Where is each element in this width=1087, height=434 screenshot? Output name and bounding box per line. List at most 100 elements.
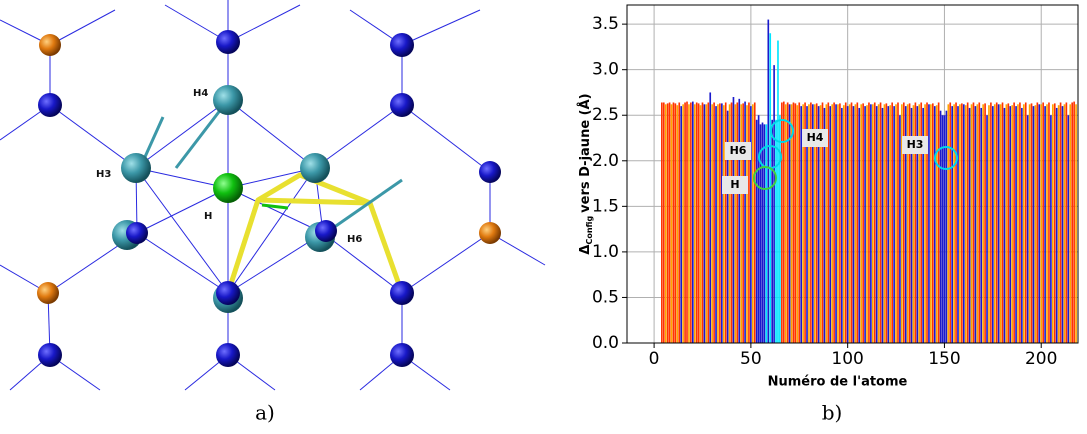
bar — [763, 124, 766, 343]
bar — [1005, 104, 1008, 343]
bar — [753, 102, 756, 343]
annotation-box — [802, 129, 828, 147]
bar — [697, 103, 700, 344]
bar — [779, 115, 781, 343]
atom-label: H3 — [96, 169, 111, 180]
bar — [784, 104, 787, 343]
bar — [726, 110, 729, 343]
bar — [1065, 102, 1068, 343]
y-tick-label: 2.0 — [592, 151, 619, 171]
bar — [817, 106, 820, 344]
bar — [1050, 115, 1052, 343]
annotation-circle — [934, 146, 958, 170]
bar — [813, 104, 816, 343]
bar — [1073, 101, 1075, 343]
bar — [1015, 106, 1017, 344]
bar — [955, 102, 957, 343]
bar — [982, 104, 984, 343]
bar — [959, 104, 961, 343]
bar — [804, 102, 806, 343]
bar — [767, 19, 770, 344]
bar — [661, 102, 663, 343]
bar — [734, 104, 737, 343]
bar — [995, 102, 998, 343]
bar — [1042, 102, 1044, 343]
bar — [825, 104, 828, 343]
panel-caption: b) — [822, 401, 843, 425]
bar — [908, 103, 911, 344]
bar — [993, 104, 996, 343]
annotation: H3 — [907, 138, 924, 151]
bar — [941, 115, 944, 343]
bar — [835, 104, 837, 343]
bar — [713, 102, 715, 343]
bar — [957, 106, 959, 344]
bar — [926, 102, 928, 343]
bar — [1046, 104, 1048, 343]
bar — [860, 104, 863, 343]
bar — [703, 104, 706, 343]
y-tick-label: 1.5 — [592, 196, 619, 216]
y-tick-label: 2.5 — [592, 105, 619, 125]
annotation-box — [722, 176, 748, 194]
bar — [990, 102, 992, 343]
bar — [1053, 103, 1056, 344]
bar — [722, 105, 725, 343]
bar — [709, 92, 712, 344]
annotation: H4 — [807, 131, 824, 144]
lattice-bonds — [0, 0, 546, 391]
bar — [775, 119, 777, 343]
bar — [732, 97, 735, 343]
bar — [932, 103, 934, 344]
bar — [1034, 105, 1037, 343]
bar — [891, 102, 894, 343]
bar — [953, 104, 955, 343]
bar — [968, 107, 971, 343]
bar — [1030, 103, 1033, 344]
bar — [1024, 102, 1027, 343]
bar — [1059, 102, 1062, 343]
bar — [902, 102, 905, 343]
bar — [1032, 106, 1035, 344]
bar — [773, 65, 775, 343]
annotation: H — [730, 178, 739, 191]
bar — [1013, 102, 1015, 343]
bar — [842, 105, 845, 343]
bar — [846, 106, 849, 344]
bar — [798, 102, 801, 343]
bar — [885, 103, 888, 344]
bar — [951, 106, 954, 344]
bar — [999, 104, 1002, 343]
bar — [883, 104, 886, 343]
bar — [674, 103, 677, 344]
bar — [707, 102, 710, 343]
arrows — [138, 99, 403, 239]
bar — [833, 102, 835, 343]
bar — [662, 102, 665, 343]
bar — [889, 105, 892, 343]
bar — [856, 102, 859, 343]
bar — [1003, 107, 1006, 343]
bar — [715, 106, 717, 344]
bar — [690, 102, 692, 343]
panel-caption: a) — [255, 401, 275, 425]
bar — [924, 104, 926, 343]
bar — [1075, 104, 1077, 343]
bar — [879, 102, 882, 343]
bar — [1063, 104, 1066, 343]
atom-label: H — [204, 211, 212, 222]
bar — [740, 104, 743, 343]
bar — [895, 104, 897, 343]
y-tick-label: 0.5 — [592, 287, 619, 307]
bar — [680, 106, 683, 344]
annotation-box — [725, 142, 751, 160]
x-tick-label: 50 — [740, 349, 762, 369]
bar — [827, 102, 830, 343]
bar — [676, 105, 679, 343]
bar — [872, 104, 874, 343]
bar — [988, 105, 990, 343]
x-axis-label: Numéro de l'atome — [768, 375, 908, 390]
bar — [947, 104, 950, 343]
bar — [906, 104, 909, 343]
bar — [922, 107, 924, 343]
